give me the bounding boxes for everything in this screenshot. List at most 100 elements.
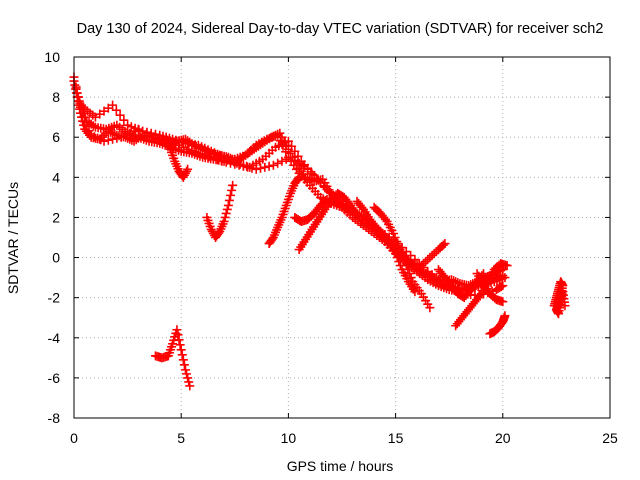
data-point xyxy=(99,136,109,146)
x-tick-label: 5 xyxy=(177,430,185,446)
data-point xyxy=(273,130,283,140)
data-point xyxy=(178,142,188,152)
y-tick-label: 6 xyxy=(52,129,60,145)
data-point xyxy=(213,155,223,165)
data-point xyxy=(421,257,431,267)
data-point xyxy=(267,234,277,244)
data-point xyxy=(293,174,303,184)
data-point xyxy=(175,340,185,350)
data-point xyxy=(352,210,362,220)
data-point xyxy=(207,226,217,236)
series-cluster-22-23h xyxy=(549,277,570,319)
data-point xyxy=(324,187,334,197)
data-point xyxy=(103,135,113,145)
data-point xyxy=(401,261,411,271)
data-point xyxy=(560,301,570,311)
data-point xyxy=(275,128,285,138)
data-point xyxy=(380,214,390,224)
data-point xyxy=(195,149,205,159)
data-point xyxy=(256,163,266,173)
data-point xyxy=(183,144,193,154)
data-point xyxy=(320,196,330,206)
data-point xyxy=(294,172,304,182)
series-seg-19-20h xyxy=(472,269,508,307)
plot-frame xyxy=(73,56,611,419)
data-point xyxy=(183,373,193,383)
data-point xyxy=(176,345,186,355)
data-point xyxy=(219,216,229,226)
y-tick-label: -6 xyxy=(48,370,61,386)
data-point xyxy=(184,377,194,387)
data-point xyxy=(129,126,139,136)
data-point xyxy=(396,249,406,259)
data-point xyxy=(287,141,297,151)
data-point xyxy=(223,200,233,210)
data-point xyxy=(344,198,354,208)
data-point xyxy=(440,239,450,249)
x-tick-label: 0 xyxy=(70,430,78,446)
data-point xyxy=(425,253,435,263)
data-point xyxy=(222,204,232,214)
data-point xyxy=(281,154,291,164)
data-point xyxy=(224,195,234,205)
y-tick-labels: -8 -6 -4 -2 0 2 4 6 8 10 xyxy=(44,49,60,426)
data-point xyxy=(406,273,416,283)
data-point xyxy=(243,162,253,172)
x-tick-label: 25 xyxy=(602,430,618,446)
data-point xyxy=(174,335,184,345)
data-point xyxy=(108,134,118,144)
data-point xyxy=(120,130,130,140)
data-point xyxy=(395,245,405,255)
data-point xyxy=(204,152,214,162)
data-point xyxy=(281,147,291,157)
series-drop-6-7h xyxy=(202,180,238,242)
data-points xyxy=(69,72,570,391)
data-point xyxy=(283,136,293,146)
data-point xyxy=(429,249,439,259)
data-point xyxy=(179,170,189,180)
series-main-d xyxy=(69,72,508,301)
data-point xyxy=(311,173,321,183)
data-point xyxy=(226,190,236,200)
data-point xyxy=(70,80,80,90)
data-point xyxy=(180,168,190,178)
data-point xyxy=(393,241,403,251)
x-tick-label: 15 xyxy=(388,430,404,446)
data-point xyxy=(390,233,400,242)
data-point xyxy=(182,166,192,176)
data-point xyxy=(221,208,231,218)
data-point xyxy=(206,224,216,234)
data-point xyxy=(401,247,411,257)
data-point xyxy=(234,160,244,170)
tick-marks xyxy=(73,56,611,419)
series-seg-10-12h xyxy=(290,194,332,226)
series-low-4-5h xyxy=(150,325,195,391)
data-point xyxy=(133,124,143,134)
data-point xyxy=(388,228,398,238)
data-point xyxy=(183,164,193,174)
data-point xyxy=(320,182,330,192)
data-point xyxy=(277,156,287,166)
data-point xyxy=(217,156,227,166)
series-seg-15-17h xyxy=(391,239,450,271)
series-dip-4-5h xyxy=(161,132,193,182)
data-point xyxy=(84,126,94,136)
y-tick-label: 4 xyxy=(52,169,60,185)
data-point xyxy=(115,110,125,120)
y-tick-label: -2 xyxy=(48,290,61,306)
data-point xyxy=(498,281,508,291)
data-point xyxy=(71,82,81,92)
data-point xyxy=(260,162,270,172)
data-point xyxy=(177,350,187,360)
data-point xyxy=(403,265,413,275)
data-point xyxy=(238,161,248,171)
data-point xyxy=(268,160,278,170)
data-point xyxy=(227,185,237,195)
data-point xyxy=(142,128,152,138)
data-point xyxy=(208,153,218,163)
data-point xyxy=(200,150,210,160)
data-point xyxy=(111,105,121,115)
data-point xyxy=(214,228,224,238)
data-point xyxy=(427,251,437,261)
data-point xyxy=(187,146,197,156)
